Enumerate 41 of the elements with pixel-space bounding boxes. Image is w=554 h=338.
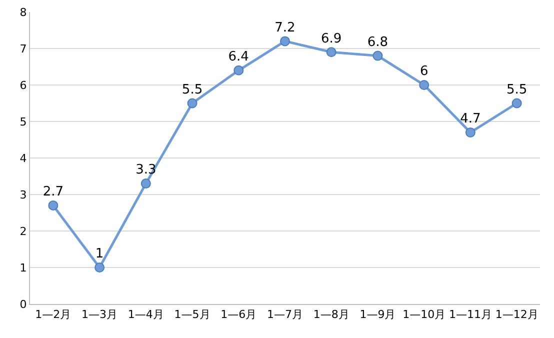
point (94, 262, 105, 272)
y-tick-label: 2 (20, 224, 27, 238)
x-tick-label: 1—10月 (402, 308, 446, 322)
x-tick-label: 1—7月 (267, 308, 303, 322)
data-label: 6.4 (228, 50, 249, 65)
y-tick-label: 8 (20, 6, 27, 19)
y-tick-label: 1 (20, 261, 27, 274)
y-tick-label: 0 (20, 298, 27, 311)
x-tick-label: 1—2月 (35, 308, 72, 322)
point (48, 200, 58, 210)
data-label: 6.8 (367, 34, 388, 50)
x-tick-label: 1—4月 (128, 308, 164, 322)
point (419, 80, 430, 90)
y-tick-label: 3 (20, 188, 27, 202)
x-tick-label: 1—11月 (448, 308, 492, 322)
y-tick-label: 5 (20, 115, 27, 128)
point (234, 65, 244, 76)
x-tick-label: 1—3月 (82, 308, 118, 322)
x-tick-label: 1—6月 (220, 308, 257, 322)
data-label: 4.7 (460, 112, 481, 127)
data-label: 2.7 (42, 184, 64, 200)
point (280, 36, 290, 46)
x-tick-label: 1—12月 (495, 308, 538, 322)
point (326, 47, 336, 58)
y-tick-label: 6 (20, 78, 27, 92)
point (465, 127, 476, 138)
data-label: 5.5 (182, 82, 203, 98)
y-tick-label: 4 (20, 152, 27, 165)
data-label: 1 (95, 246, 104, 262)
data-label: 5.5 (506, 82, 528, 98)
point (512, 98, 522, 108)
y-tick-label: 7 (20, 42, 27, 56)
x-tick-label: 1—9月 (360, 308, 396, 322)
data-label: 6.9 (321, 31, 342, 46)
data-label: 6 (420, 64, 428, 80)
point (187, 98, 198, 108)
point (372, 50, 383, 61)
x-tick-label: 1—8月 (313, 308, 350, 322)
data-label: 7.2 (274, 20, 296, 36)
x-tick-label: 1—5月 (174, 308, 210, 322)
point (140, 178, 151, 189)
